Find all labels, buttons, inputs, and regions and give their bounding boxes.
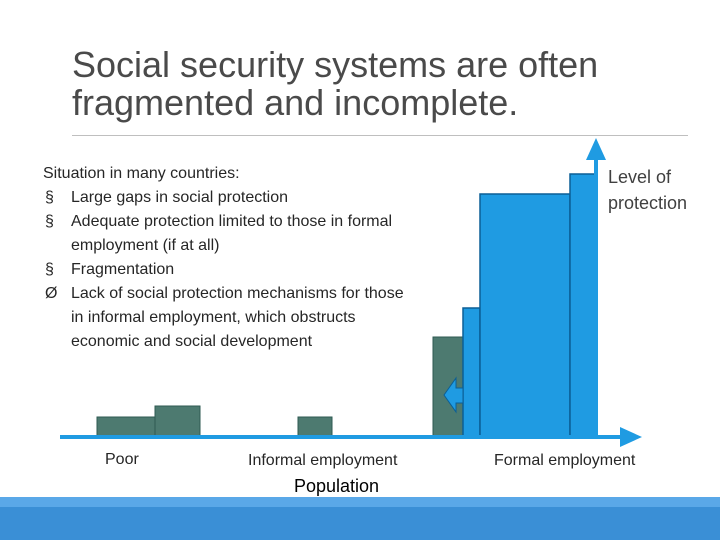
x-axis-arrowhead-icon: [620, 427, 642, 447]
x-label-poor: Poor: [105, 451, 139, 468]
y-axis-title: Level of protection: [608, 167, 688, 213]
y-axis-arrowhead-icon: [586, 138, 606, 160]
formal-block-3: [569, 173, 597, 438]
slide-title: Social security systems are often fragme…: [72, 44, 599, 123]
bullet-item-gaps: § Large gaps in social protection: [43, 186, 413, 210]
informal-block: [297, 416, 333, 438]
bullet-item-lack: Ø Lack of social protection mechanisms f…: [43, 282, 413, 354]
x-axis-title: Population: [294, 476, 380, 496]
bullet-text: Fragmentation: [71, 261, 175, 278]
bullet-item-adequate: § Adequate protection limited to those i…: [43, 210, 413, 258]
poor-block-high: [154, 405, 201, 438]
bullet-intro: Situation in many countries:: [43, 165, 240, 182]
near-formal-block: [432, 336, 464, 438]
bullet-text: Adequate protection limited to those in …: [71, 213, 393, 254]
bullet-list: § Large gaps in social protection § Adeq…: [43, 186, 413, 354]
formal-block-2: [479, 193, 571, 438]
x-label-formal: Formal employment: [494, 452, 636, 469]
poor-block-low: [96, 416, 156, 438]
bullet-text: Large gaps in social protection: [71, 189, 289, 206]
bullet-list-container: Situation in many countries: § Large gap…: [43, 162, 413, 354]
bullet-text: Lack of social protection mechanisms for…: [71, 285, 404, 350]
x-label-informal: Informal employment: [248, 452, 398, 469]
formal-block-1: [462, 307, 481, 438]
arrow-left-icon: [443, 376, 464, 414]
square-bullet-icon: §: [45, 189, 54, 206]
bullet-item-fragmentation: § Fragmentation: [43, 258, 413, 282]
square-bullet-icon: §: [45, 261, 54, 278]
square-bullet-icon: §: [45, 213, 54, 230]
arrow-bullet-icon: Ø: [45, 285, 58, 302]
footer-bar: [0, 497, 720, 540]
title-divider: [72, 135, 688, 136]
